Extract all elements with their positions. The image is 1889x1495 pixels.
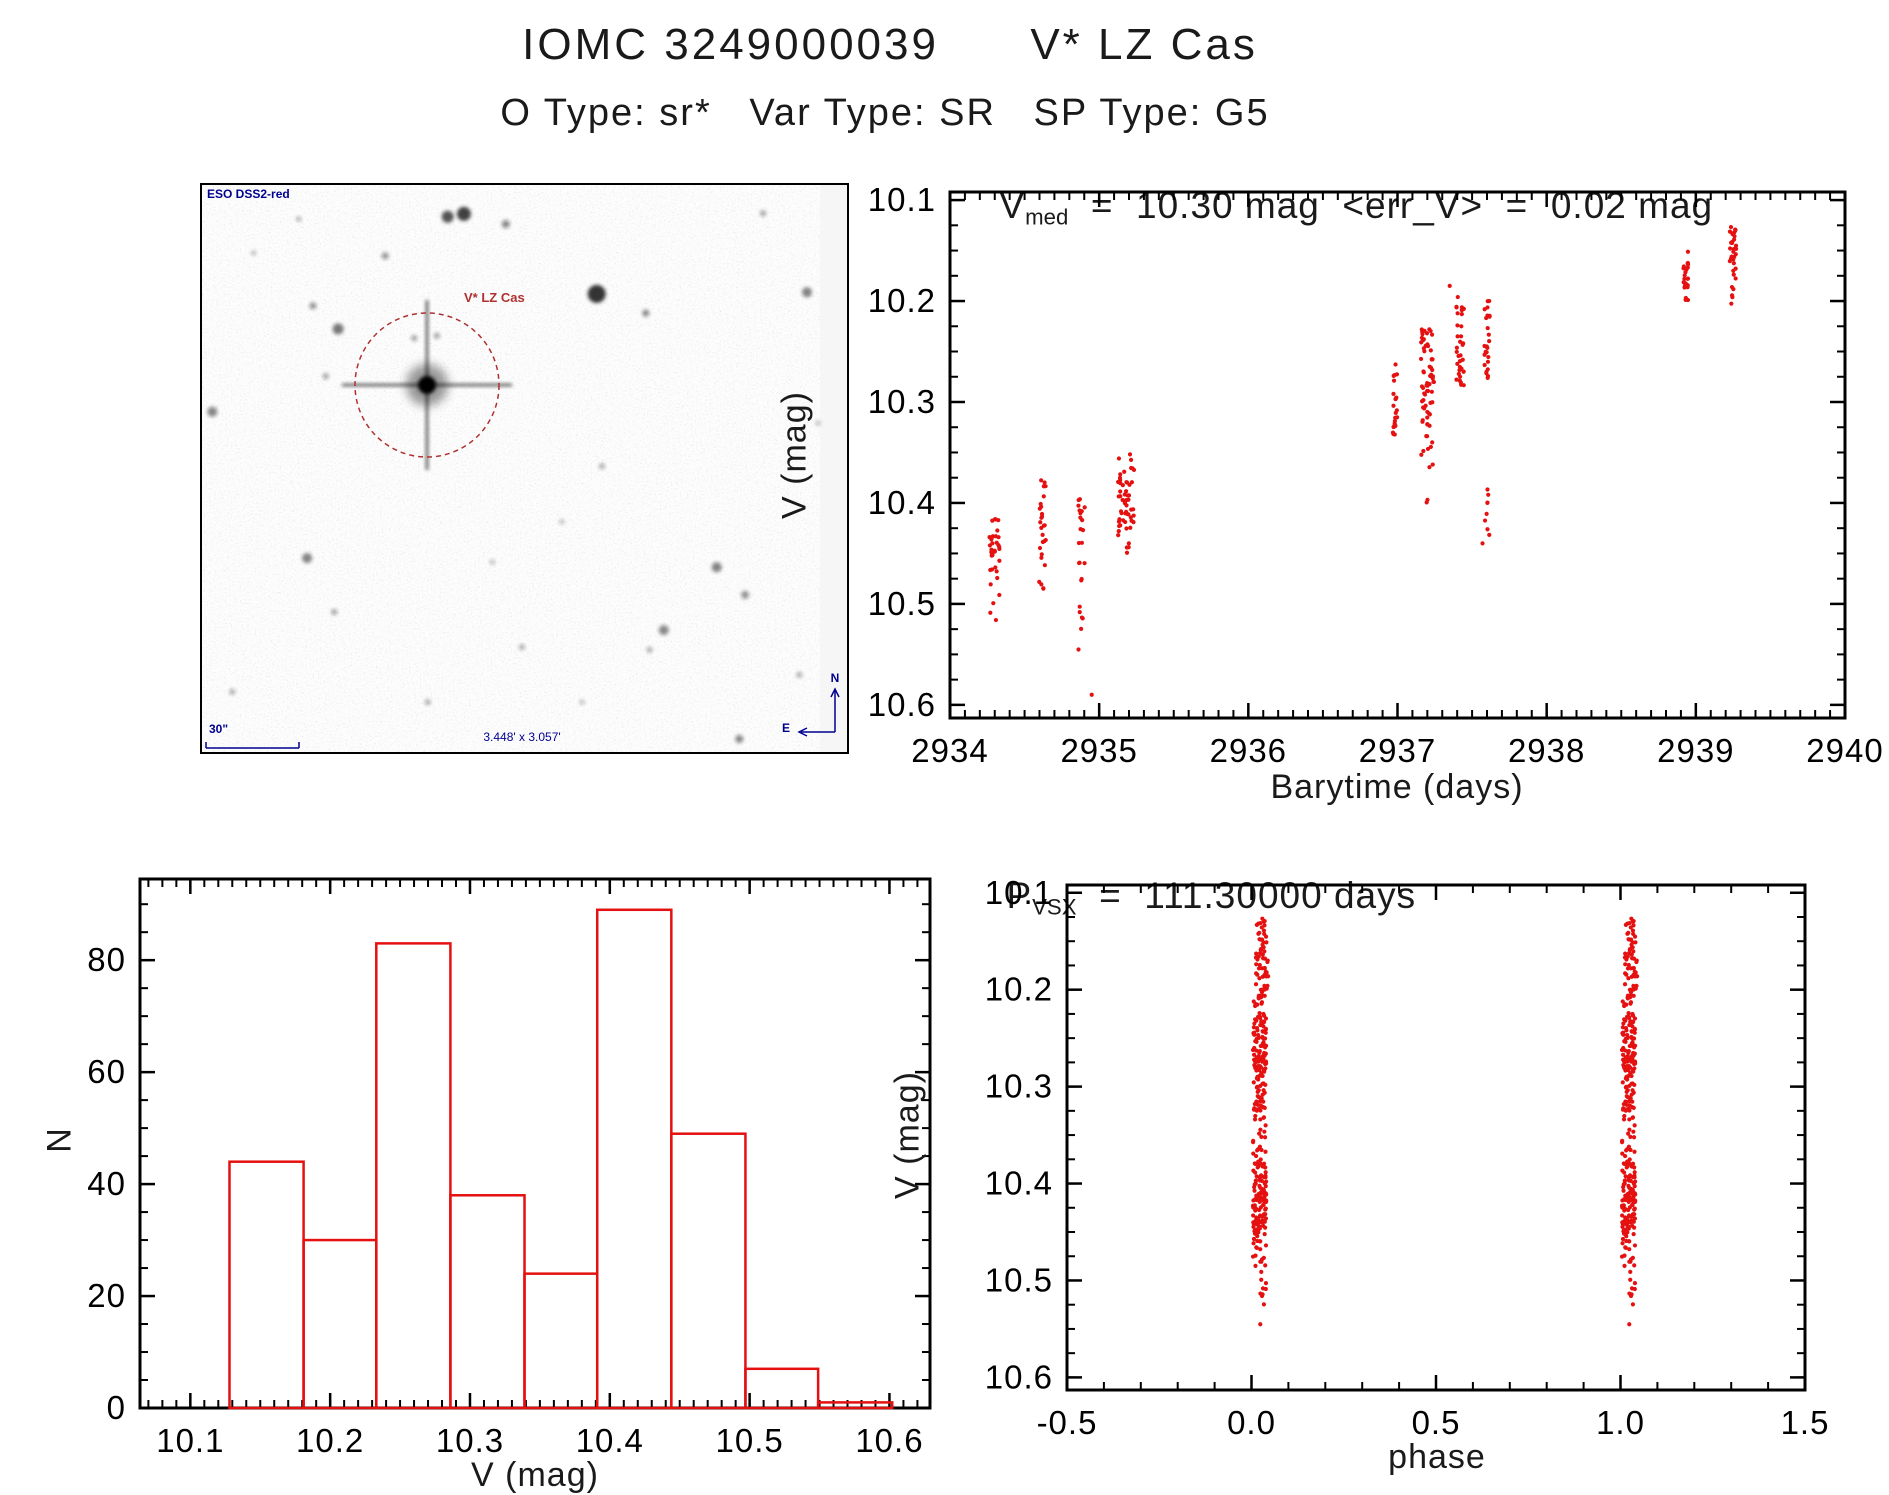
image-annotations [205,687,840,749]
title-rest: = 111.30000 days [1076,875,1417,916]
title-variable: P [1006,875,1033,916]
svg-text:10.5: 10.5 [985,1261,1053,1298]
svg-text:2938: 2938 [1508,732,1585,769]
histogram-yaxis-label: N [40,1127,79,1153]
plot-border [1065,883,1807,1392]
svg-text:10.3: 10.3 [868,383,936,420]
survey-label: ESO DSS2-red [207,187,290,201]
svg-text:80: 80 [87,941,126,978]
svg-text:1.0: 1.0 [1596,1404,1645,1441]
histogram-bars [228,908,894,1410]
barytime-xaxis-label: Barytime (days) [1270,768,1524,806]
tick-labels: 2934 2935 2936 2937 2938 2939 2940 10.1 10.2 10.3… [868,181,1883,769]
svg-text:10.2: 10.2 [296,1422,364,1459]
svg-text:-0.5: -0.5 [1037,1404,1098,1441]
svg-text:10.5: 10.5 [716,1422,784,1459]
svg-text:2936: 2936 [1210,732,1287,769]
svg-text:10.1: 10.1 [156,1422,224,1459]
tick-labels: -0.5 0.0 0.5 1.0 1.5 10.1 10.2 10.3 10.4 10.5 10.6 [985,874,1830,1441]
target-star-label: V* LZ Cas [464,290,525,305]
svg-text:0.5: 0.5 [1412,1404,1461,1441]
axis-ticks [140,879,930,1410]
svg-text:10.6: 10.6 [855,1422,923,1459]
svg-text:10.4: 10.4 [868,484,936,521]
svg-text:2937: 2937 [1359,732,1436,769]
svg-text:2939: 2939 [1657,732,1734,769]
central-star [342,300,512,470]
svg-text:10.3: 10.3 [436,1422,504,1459]
svg-text:10.2: 10.2 [868,282,936,319]
barytime-yaxis-label: V (mag) [775,391,814,519]
histogram-xaxis-label: V (mag) [471,1456,599,1494]
svg-text:10.1: 10.1 [985,874,1053,911]
svg-text:0.0: 0.0 [1227,1404,1276,1441]
svg-text:20: 20 [87,1277,126,1314]
svg-text:10.6: 10.6 [985,1358,1053,1395]
svg-text:60: 60 [87,1053,126,1090]
title-subscript: med [1025,204,1069,230]
svg-text:40: 40 [87,1165,126,1202]
svg-text:2934: 2934 [911,732,988,769]
phase-xaxis-label: phase [1388,1438,1486,1476]
svg-text:1.5: 1.5 [1781,1404,1830,1441]
field-stars [207,206,821,743]
phase-plot-title: PVSX = 111.30000 days [984,833,1416,921]
plot-border [948,190,1847,720]
compass-north-label: N [830,671,840,685]
sky-noise [202,185,820,752]
target-marker-circle [354,312,500,458]
page-subtitle: O Type: sr* Var Type: SR SP Type: G5 [500,92,1270,134]
svg-text:10.4: 10.4 [576,1422,644,1459]
data-points [1250,916,1640,1327]
svg-text:10.2: 10.2 [985,971,1053,1008]
page-title: IOMC 3249000039 V* LZ Cas [522,20,1258,69]
star-field-image [202,185,847,752]
svg-text:0: 0 [107,1389,126,1426]
axis-ticks [1065,885,1807,1390]
fov-label: 3.448' x 3.057' [483,730,561,744]
svg-text:10.6: 10.6 [868,686,936,723]
magnitude-histogram-plot: 10.1 10.2 10.3 10.4 10.5 10.6 0 20 40 60 80 [87,877,932,1459]
axis-ticks [948,192,1847,718]
compass-east-label: E [782,721,791,735]
tick-labels: 10.1 10.2 10.3 10.4 10.5 10.6 0 20 40 60 80 [87,941,923,1459]
title-subscript: VSX [1032,894,1077,920]
svg-text:2935: 2935 [1060,732,1137,769]
svg-text:10.5: 10.5 [868,585,936,622]
finding-chart-panel: ESO DSS2-red V* LZ Cas 30" 3.448' x 3.05… [200,183,849,754]
barytime-light-curve-plot: 2934 2935 2936 2937 2938 2939 2940 10.1 10.2 10.3… [868,181,1883,769]
scale-bar-label: 30" [209,722,229,736]
svg-text:10.1: 10.1 [868,181,936,218]
phase-folded-plot: -0.5 0.0 0.5 1.0 1.5 10.1 10.2 10.3 10.4 10.5 10.6 [985,874,1830,1441]
svg-text:10.4: 10.4 [985,1165,1053,1202]
svg-text:2940: 2940 [1806,732,1883,769]
svg-text:10.3: 10.3 [985,1068,1053,1105]
phase-yaxis-label: V (mag) [888,1071,927,1199]
data-points [987,224,1739,697]
plot-border [138,877,932,1410]
